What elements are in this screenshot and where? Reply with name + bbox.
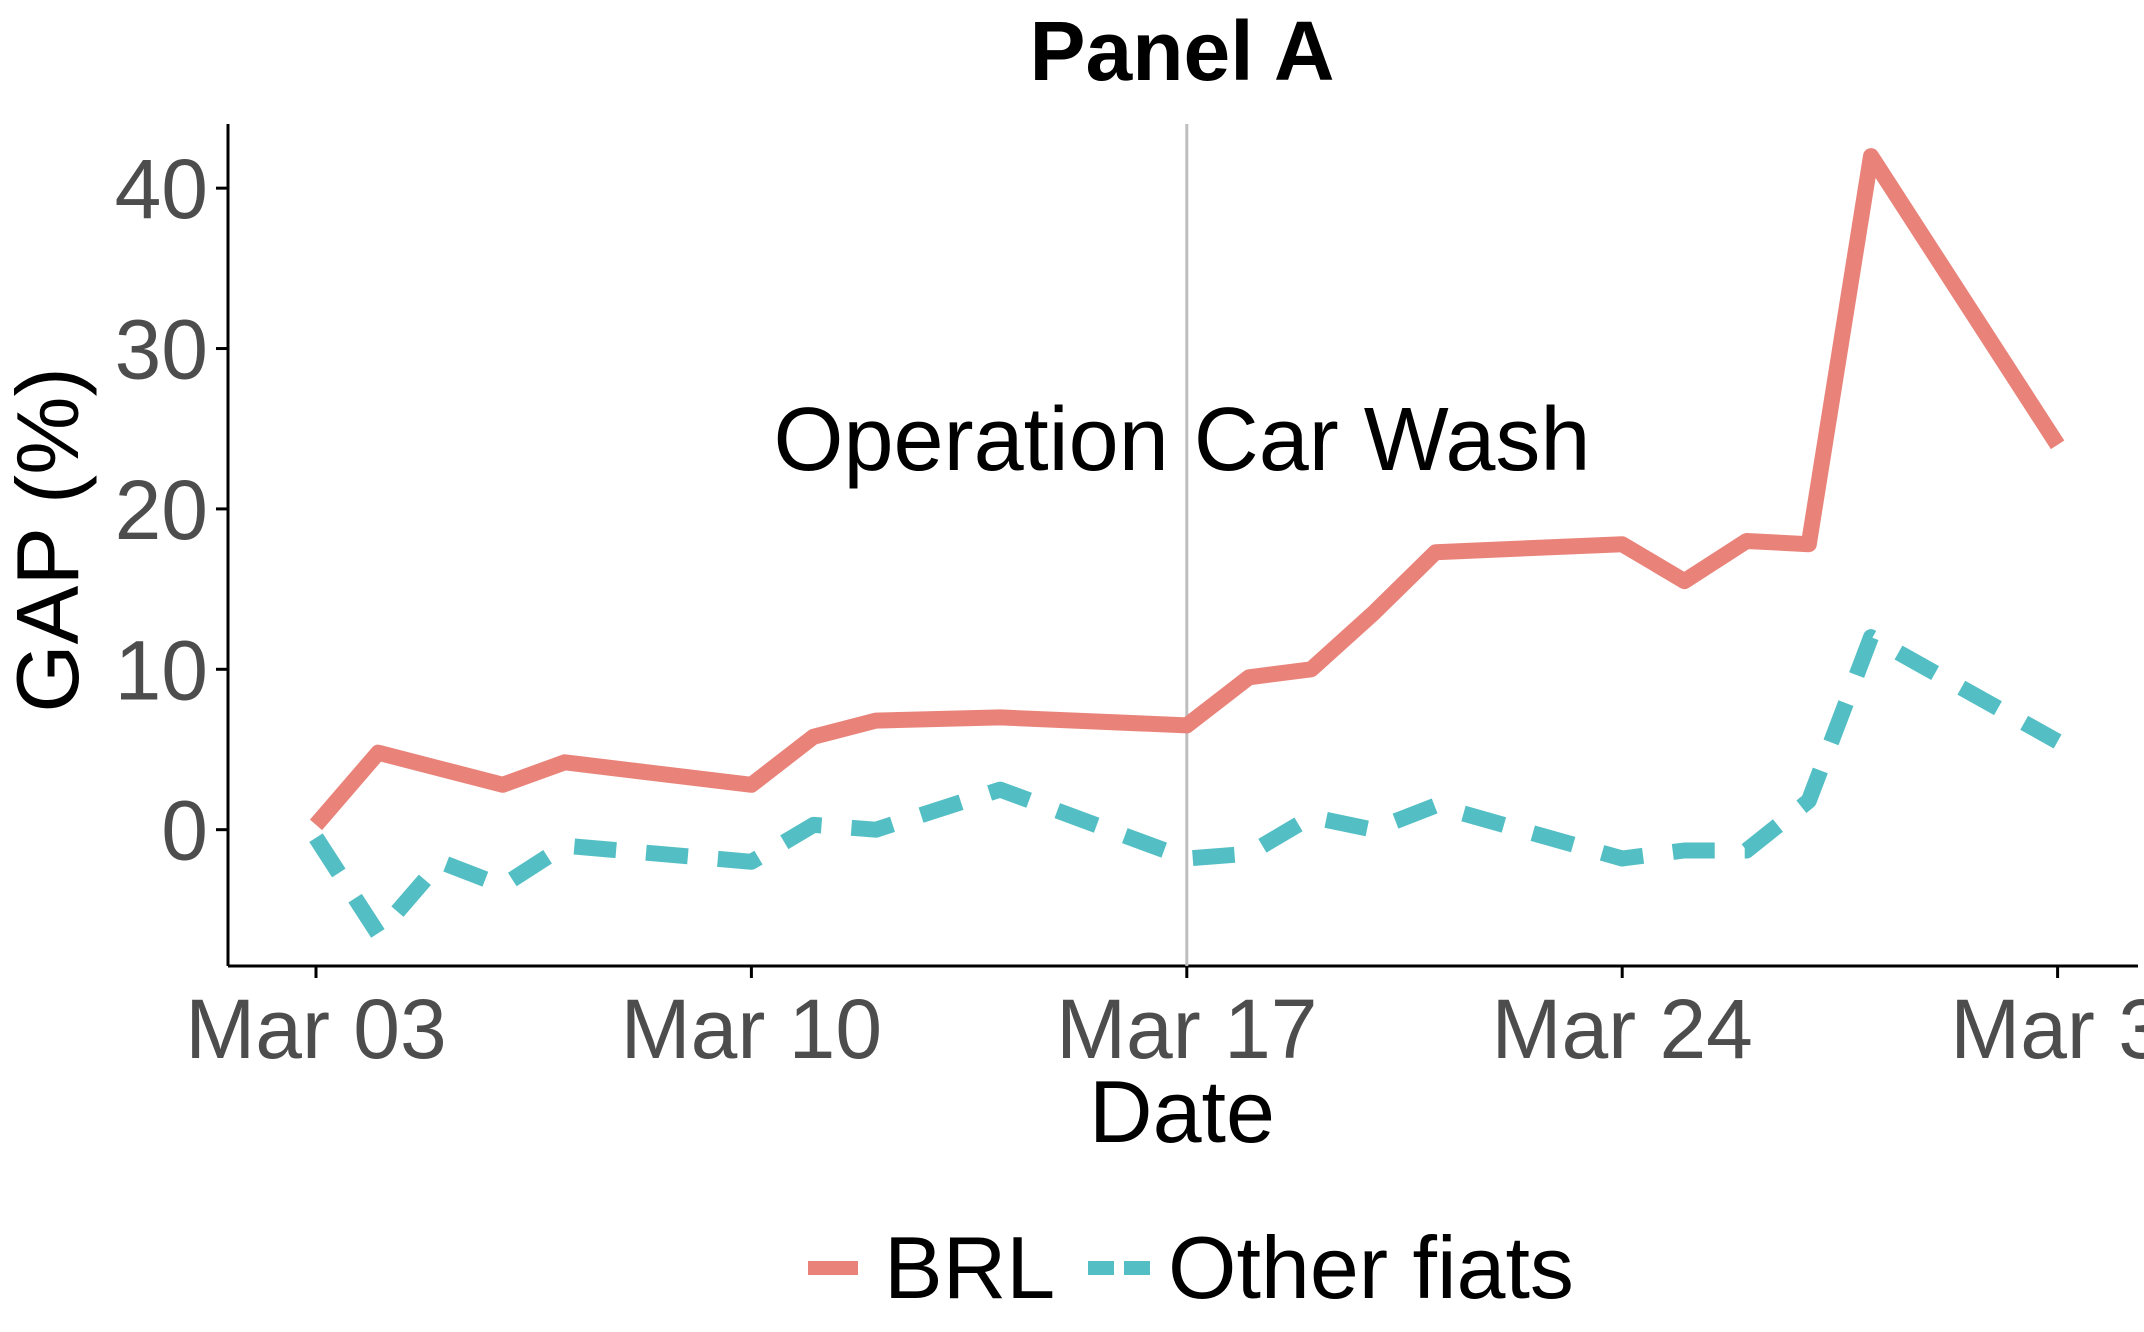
series-line-brl (309, 148, 2065, 831)
y-tick-label: 10 (115, 623, 208, 717)
legend-label-brl: BRL (884, 1218, 1055, 1317)
x-tick-label: Mar 3 (1950, 982, 2144, 1076)
series-line-other-fiats (309, 629, 2062, 942)
x-tick-label: Mar 10 (621, 982, 882, 1076)
legend: BRL Other fiats (808, 1218, 1574, 1317)
y-tick-label: 0 (161, 784, 208, 878)
annotation-label: Operation Car Wash (774, 390, 1591, 490)
y-tick-label: 30 (115, 303, 208, 397)
legend-label-other-fiats: Other fiats (1168, 1218, 1574, 1317)
y-tick-label: 40 (115, 142, 208, 236)
x-tick-label: Mar 24 (1491, 982, 1752, 1076)
chart-title: Panel A (1030, 4, 1335, 98)
x-tick-label: Mar 03 (185, 982, 446, 1076)
x-tick-label: Mar 17 (1056, 982, 1317, 1076)
x-axis-title: Date (1089, 1062, 1275, 1161)
y-tick-label: 20 (115, 463, 208, 557)
y-axis-title: GAP (%) (0, 367, 97, 713)
plot-area: 0 10 20 30 40 Mar 03 Mar 10 Mar 17 Mar 24 Mar 3 (115, 124, 2144, 1076)
